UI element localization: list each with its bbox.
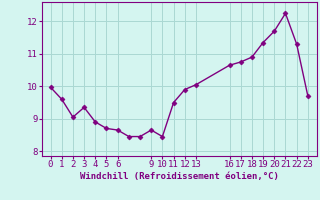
- X-axis label: Windchill (Refroidissement éolien,°C): Windchill (Refroidissement éolien,°C): [80, 172, 279, 181]
